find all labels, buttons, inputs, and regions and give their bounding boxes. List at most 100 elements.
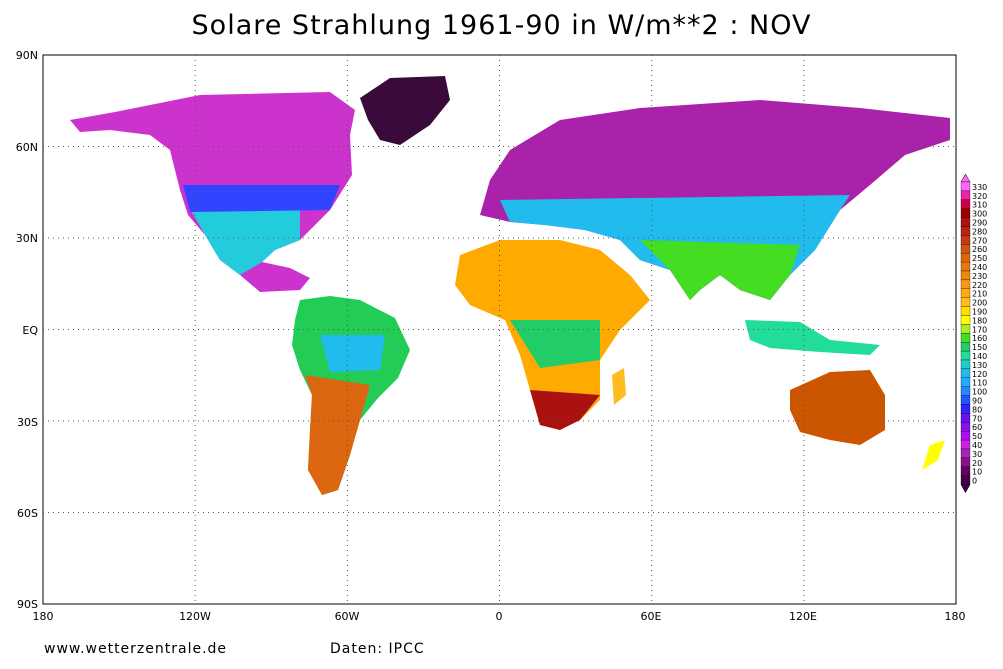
legend-swatch bbox=[960, 386, 971, 396]
legend-swatch bbox=[960, 448, 971, 459]
legend-swatch bbox=[960, 413, 971, 423]
legend-swatch bbox=[960, 457, 971, 467]
legend-label: 200 bbox=[972, 299, 987, 308]
legend-swatch bbox=[960, 333, 971, 343]
madagascar bbox=[612, 368, 626, 405]
legend-swatch bbox=[960, 297, 971, 307]
legend-swatch bbox=[960, 244, 971, 254]
legend-label: 50 bbox=[972, 432, 982, 441]
lon-tick: 0 bbox=[496, 610, 503, 623]
legend-label: 110 bbox=[972, 379, 987, 388]
color-legend: 3303203103002902802702602502402302202102… bbox=[960, 173, 987, 494]
legend-label: 90 bbox=[972, 397, 982, 406]
lat-tick: 60S bbox=[17, 507, 38, 520]
legend-swatch bbox=[960, 226, 971, 236]
na-south-band bbox=[188, 205, 300, 275]
lat-tick: 30N bbox=[16, 232, 38, 245]
legend-swatch bbox=[960, 279, 971, 289]
lat-tick: 30S bbox=[17, 416, 38, 429]
legend-label: 230 bbox=[972, 272, 987, 281]
data-credit-text: Daten: IPCC bbox=[330, 641, 425, 657]
legend-arrow-bottom bbox=[960, 484, 971, 494]
legend-swatch bbox=[960, 377, 971, 387]
africa-center-band bbox=[510, 320, 600, 368]
continents bbox=[70, 76, 950, 495]
greenland bbox=[360, 76, 450, 145]
legend-label: 170 bbox=[972, 325, 987, 334]
legend-label: 330 bbox=[972, 183, 987, 192]
legend-swatch bbox=[960, 235, 971, 245]
africa-south-band bbox=[530, 390, 600, 430]
legend-swatch bbox=[960, 315, 971, 325]
legend-label: 320 bbox=[972, 192, 987, 201]
legend-swatch bbox=[960, 422, 971, 432]
na-mid-band bbox=[183, 185, 340, 212]
asia-south-band bbox=[640, 240, 800, 300]
legend-swatch bbox=[960, 350, 971, 361]
legend-label: 180 bbox=[972, 316, 987, 325]
legend-label: 60 bbox=[972, 423, 982, 432]
legend-label: 10 bbox=[972, 468, 982, 477]
lat-tick: 90N bbox=[16, 49, 38, 62]
legend-swatch bbox=[960, 261, 971, 272]
legend-label: 190 bbox=[972, 308, 987, 317]
lat-axis: 90N 60N 30N EQ 30S 60S 90S bbox=[16, 49, 39, 611]
lat-tick: EQ bbox=[22, 324, 38, 337]
legend-label: 80 bbox=[972, 405, 982, 414]
legend-swatch bbox=[960, 342, 971, 352]
legend-swatch bbox=[960, 306, 971, 316]
legend-label: 290 bbox=[972, 219, 987, 228]
lon-tick: 180 bbox=[33, 610, 54, 623]
legend-swatch bbox=[960, 368, 971, 378]
legend-label: 140 bbox=[972, 352, 987, 361]
lon-tick: 120W bbox=[179, 610, 211, 623]
legend-label: 270 bbox=[972, 236, 987, 245]
legend-label: 30 bbox=[972, 450, 982, 459]
legend-swatch bbox=[960, 270, 971, 281]
legend-swatch bbox=[960, 431, 971, 441]
continent-australia bbox=[790, 370, 885, 445]
lon-tick: 60W bbox=[335, 610, 360, 623]
legend-label: 250 bbox=[972, 254, 987, 263]
legend-label: 280 bbox=[972, 227, 987, 236]
legend-swatch bbox=[960, 217, 971, 227]
legend-arrow-top bbox=[960, 173, 971, 183]
legend-swatch bbox=[960, 404, 971, 414]
legend-swatch bbox=[960, 181, 971, 192]
legend-swatch bbox=[960, 395, 971, 405]
sa-south-band bbox=[305, 375, 370, 495]
legend-swatch bbox=[960, 208, 971, 218]
legend-swatch bbox=[960, 324, 971, 334]
legend-label: 260 bbox=[972, 245, 987, 254]
new-zealand bbox=[922, 440, 945, 470]
legend-swatch bbox=[960, 466, 971, 476]
legend-label: 40 bbox=[972, 441, 982, 450]
legend-label: 150 bbox=[972, 343, 987, 352]
legend-label: 160 bbox=[972, 334, 987, 343]
legend-swatch bbox=[960, 439, 971, 450]
lon-axis: 180 120W 60W 0 60E 120E 180 bbox=[33, 610, 966, 623]
legend-swatch bbox=[960, 199, 971, 209]
legend-label: 220 bbox=[972, 281, 987, 290]
sa-center-band bbox=[320, 335, 385, 372]
indonesia bbox=[745, 320, 880, 355]
lon-tick: 120E bbox=[789, 610, 817, 623]
legend-label: 240 bbox=[972, 263, 987, 272]
legend-swatch bbox=[960, 253, 971, 263]
legend-swatch bbox=[960, 359, 971, 370]
legend-swatch bbox=[960, 190, 971, 200]
lat-tick: 90S bbox=[17, 598, 38, 611]
lat-tick: 60N bbox=[16, 141, 38, 154]
legend-swatch bbox=[960, 288, 971, 298]
lon-tick: 180 bbox=[945, 610, 966, 623]
map-title: Solare Strahlung 1961-90 in W/m**2 : NOV bbox=[191, 10, 812, 41]
legend-label: 100 bbox=[972, 388, 987, 397]
legend-label: 310 bbox=[972, 201, 987, 210]
legend-label: 20 bbox=[972, 459, 982, 468]
legend-label: 70 bbox=[972, 414, 982, 423]
legend-label: 210 bbox=[972, 290, 987, 299]
legend-label: 0 bbox=[972, 477, 977, 486]
legend-label: 130 bbox=[972, 361, 987, 370]
legend-swatch bbox=[960, 475, 971, 485]
